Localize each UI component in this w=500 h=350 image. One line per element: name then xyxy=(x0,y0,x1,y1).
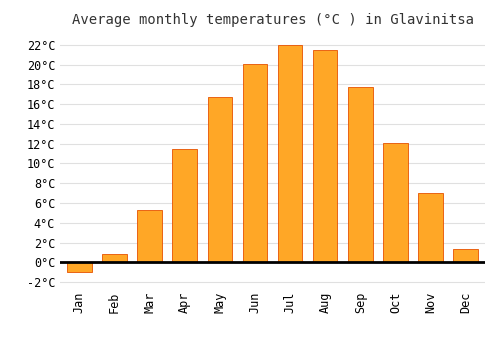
Bar xyxy=(208,97,232,262)
Bar xyxy=(383,143,407,262)
Bar xyxy=(67,262,92,272)
Bar xyxy=(418,193,443,262)
Bar xyxy=(172,149,197,262)
Bar xyxy=(348,88,372,262)
Bar xyxy=(242,64,267,262)
Bar xyxy=(313,50,338,262)
Bar xyxy=(102,254,126,262)
Bar xyxy=(454,250,478,262)
Bar xyxy=(278,45,302,262)
Title: Average monthly temperatures (°C ) in Glavinitsa: Average monthly temperatures (°C ) in Gl… xyxy=(72,13,473,27)
Bar xyxy=(138,210,162,262)
